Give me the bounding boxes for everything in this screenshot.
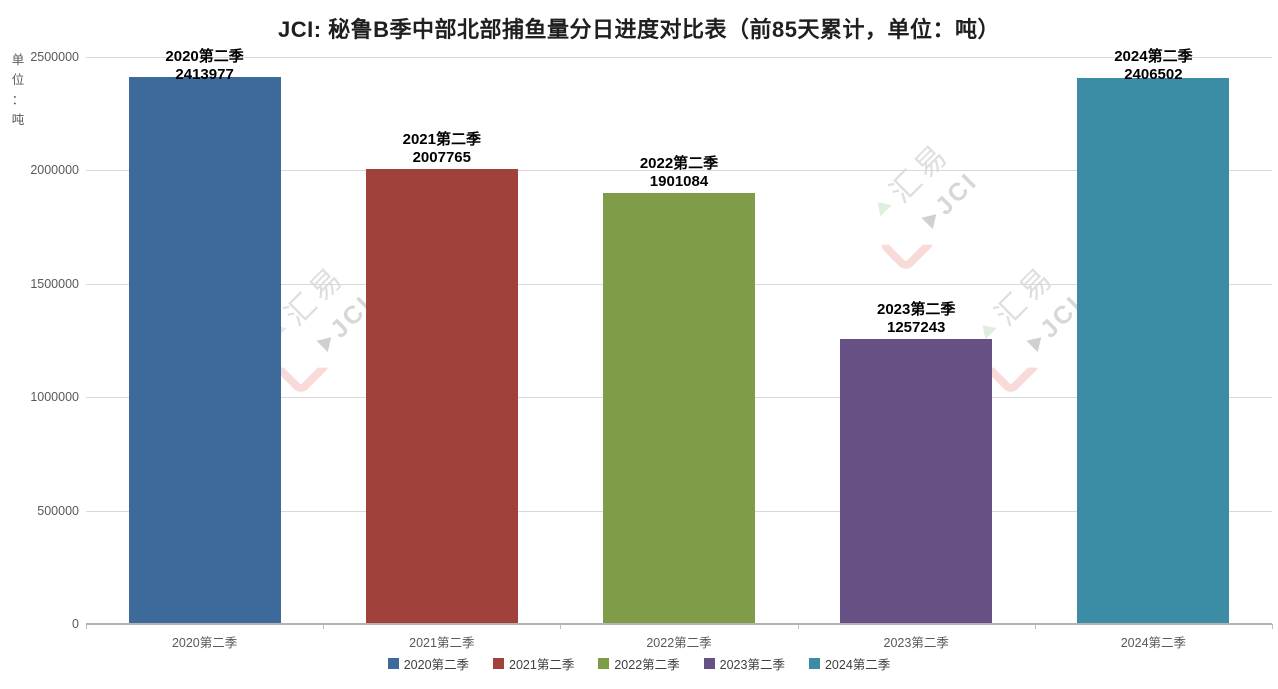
legend-color-swatch: [598, 658, 610, 669]
legend-item-label: 2021第二季: [509, 658, 575, 672]
x-axis-tick: [323, 624, 325, 629]
x-axis-line: [86, 623, 1272, 625]
bar-data-label: 2021第二季 2007765: [324, 131, 560, 167]
legend-color-swatch: [808, 658, 820, 669]
x-axis-tick: [86, 624, 87, 629]
chart-title: JCI: 秘鲁B季中部北部捕鱼量分日进度对比表（前85天累计，单位：吨）: [277, 17, 1001, 42]
y-axis-tick-label: 1000000: [30, 390, 79, 405]
bar-label-value: 2406502: [1124, 66, 1183, 83]
gridline: [86, 170, 1272, 172]
x-axis-tick: [797, 624, 799, 629]
bar-label-series: 2021第二季: [402, 130, 481, 148]
bar-label-value: 2007765: [412, 148, 471, 166]
x-axis-category-label: 2024第二季: [1120, 636, 1187, 650]
bar-data-label: 2022第二季 1901084: [561, 155, 797, 191]
y-axis-tick-label: 2500000: [30, 50, 79, 64]
legend-item-2022第二季: 2022第二季: [598, 654, 680, 673]
legend-item-label: 2022第二季: [614, 658, 680, 672]
bar-label-series: 2023第二季: [877, 300, 956, 318]
bar-label-value: 2413977: [175, 66, 234, 83]
legend: 2020第二季 2021第二季 2022第二季 2023第二季 2024第二季: [0, 654, 1278, 673]
bar-data-label: 2020第二季 2413977: [87, 48, 323, 84]
legend-item-2024第二季: 2024第二季: [808, 654, 891, 673]
legend-item-label: 2020第二季: [403, 658, 470, 672]
legend-item-label: 2024第二季: [824, 658, 891, 672]
x-axis-category-label: 2023第二季: [883, 636, 949, 650]
x-axis-tick: [560, 624, 562, 629]
bar-2024第二季: [1077, 78, 1230, 624]
plot-area: 2020第二季 2413977 2021第二季 2007765 2022第二季 19010…: [86, 48, 1273, 629]
legend-color-swatch: [387, 658, 399, 669]
y-axis-unit-label: 单 位 ： 吨: [11, 53, 25, 127]
y-axis-labels: 0 500000 1000000 1500000 2000000 2500000: [0, 50, 79, 631]
bar-data-label: 2024第二季 2406502: [1035, 48, 1271, 84]
x-axis-category-label: 2020第二季: [171, 636, 238, 650]
bar-label-series: 2020第二季: [165, 48, 244, 65]
x-axis-tick: [1272, 624, 1273, 629]
bar-label-value: 1257243: [886, 318, 946, 336]
legend-item-2021第二季: 2021第二季: [493, 654, 574, 673]
bar-2023第二季: [840, 338, 993, 624]
bar-2022第二季: [603, 192, 755, 624]
legend-color-swatch: [703, 658, 715, 669]
y-axis-tick-label: 500000: [37, 503, 79, 518]
legend-item-2023第二季: 2023第二季: [703, 654, 785, 673]
bar-label-series: 2024第二季: [1114, 48, 1193, 65]
bar-2020第二季: [128, 76, 281, 624]
bar-label-value: 1901084: [649, 172, 709, 190]
y-axis-tick-label: 1500000: [30, 276, 79, 291]
x-axis-tick: [1034, 624, 1036, 629]
x-axis-labels: 2020第二季 2021第二季 2022第二季 2023第二季 2024第二季: [86, 632, 1272, 650]
legend-item-2020第二季: 2020第二季: [387, 654, 470, 673]
legend-color-swatch: [493, 658, 505, 669]
bar-2021第二季: [365, 168, 518, 624]
y-axis-tick-label: 0: [72, 617, 79, 631]
bar-data-label: 2023第二季 1257243: [798, 301, 1034, 337]
x-axis-category-label: 2022第二季: [646, 636, 712, 650]
x-axis-category-label: 2021第二季: [409, 636, 475, 650]
gridline: [86, 57, 1272, 58]
bar-label-series: 2022第二季: [639, 154, 719, 172]
y-axis-tick-label: 2000000: [30, 163, 79, 178]
legend-item-label: 2023第二季: [719, 658, 785, 672]
